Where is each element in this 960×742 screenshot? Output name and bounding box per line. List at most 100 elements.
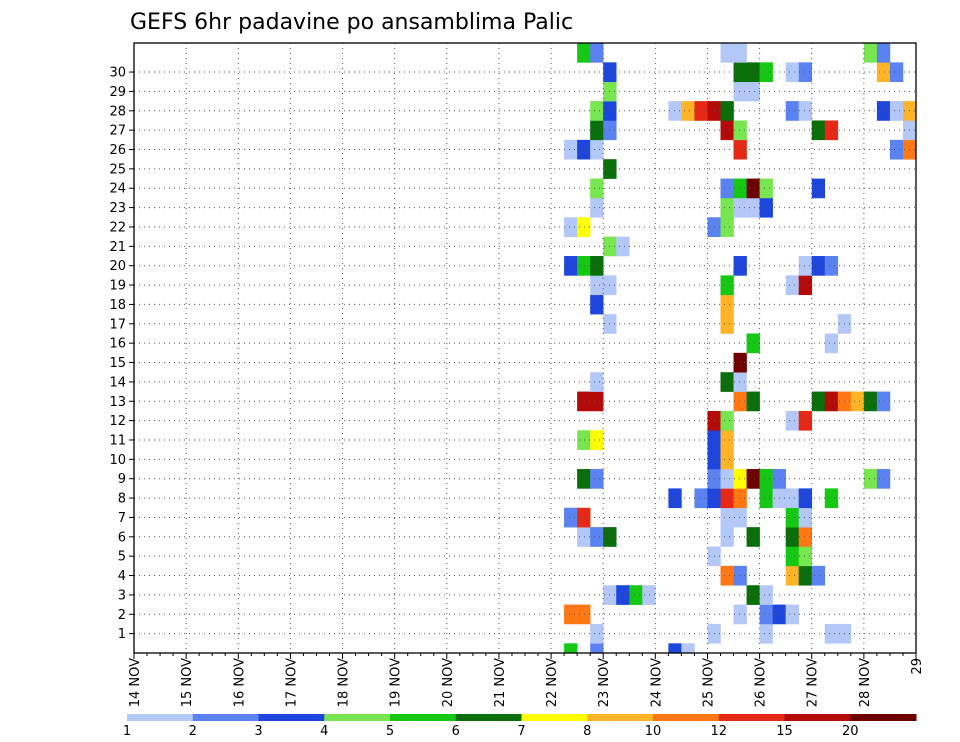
heatmap-cell <box>720 430 734 450</box>
heatmap-cell <box>590 43 604 63</box>
heatmap-cell <box>733 256 747 276</box>
heatmap-cell <box>720 217 734 237</box>
heatmap-cell <box>577 43 591 63</box>
heatmap-cell <box>564 604 578 625</box>
x-tick-label: 23 NOV <box>597 658 612 707</box>
heatmap-cell <box>733 604 747 625</box>
heatmap-cell <box>824 256 839 276</box>
y-tick-label: 21 <box>109 240 126 255</box>
x-tick-label: 18 NOV <box>337 658 352 707</box>
heatmap-cell <box>889 139 904 160</box>
heatmap-cell <box>759 604 773 625</box>
heatmap-cell <box>746 81 760 102</box>
heatmap-cell <box>720 469 734 489</box>
heatmap-cell <box>759 469 773 489</box>
heatmap-cell <box>733 469 747 489</box>
heatmap-cell <box>876 62 891 83</box>
heatmap-cell <box>876 391 891 412</box>
legend-swatch <box>784 714 851 721</box>
heatmap-cell <box>681 643 695 654</box>
y-tick-label: 3 <box>118 588 126 603</box>
heatmap-cell <box>746 391 760 412</box>
heatmap-cell <box>733 507 747 528</box>
heatmap-cell <box>759 488 773 509</box>
heatmap-cell <box>668 488 682 509</box>
heatmap-cell <box>746 585 760 605</box>
heatmap-cell <box>824 333 839 354</box>
heatmap-cell <box>720 565 734 586</box>
heatmap-cell <box>629 585 643 605</box>
heatmap-cell <box>694 101 708 121</box>
y-tick-label: 29 <box>109 85 126 100</box>
legend-swatch <box>127 714 194 721</box>
heatmap-cell <box>759 197 773 218</box>
heatmap-cell <box>798 507 813 528</box>
y-tick-label: 15 <box>109 356 126 371</box>
heatmap-cell <box>798 410 813 431</box>
y-tick-label: 6 <box>118 530 126 545</box>
heatmap-cell <box>824 623 839 644</box>
x-tick-label: 14 NOV <box>128 658 143 707</box>
legend-swatch <box>653 714 720 721</box>
y-tick-label: 26 <box>109 143 126 158</box>
heatmap-cell <box>590 120 604 141</box>
heatmap-cell <box>577 430 591 450</box>
heatmap-cell <box>577 217 591 237</box>
heatmap-cell <box>811 565 826 586</box>
heatmap-cell <box>759 623 773 644</box>
heatmap-cell <box>590 372 604 392</box>
y-tick-label: 23 <box>109 201 126 216</box>
x-tick-label: 21 NOV <box>493 658 508 707</box>
x-tick-label: 25 NOV <box>701 658 716 707</box>
heatmap-cell <box>733 178 747 199</box>
heatmap-cell <box>824 391 839 412</box>
y-tick-label: 2 <box>118 608 126 623</box>
heatmap-cell <box>720 410 734 431</box>
y-tick-label: 7 <box>118 511 126 526</box>
heatmap-cell <box>577 527 591 547</box>
heatmap-cell <box>746 527 760 547</box>
legend-swatch <box>324 714 391 721</box>
heatmap-cell <box>811 256 826 276</box>
x-tick-label: 29 <box>910 658 925 675</box>
y-tick-label: 20 <box>109 259 126 274</box>
heatmap-cell <box>733 352 747 373</box>
legend-label: 6 <box>452 724 460 739</box>
heatmap-cell <box>785 488 799 509</box>
legend-swatch <box>521 714 588 721</box>
y-tick-label: 10 <box>109 453 126 468</box>
legend-label: 20 <box>842 724 859 739</box>
heatmap-cell <box>668 101 682 121</box>
y-tick-label: 22 <box>109 220 126 235</box>
x-tick-label: 28 NOV <box>858 658 873 707</box>
heatmap-cell <box>811 120 826 141</box>
heatmap-cell <box>733 391 747 412</box>
heatmap-cell <box>577 256 591 276</box>
heatmap-cell <box>590 275 604 296</box>
y-axis-ticks: 1234567891011121314151617181920212223242… <box>109 66 134 642</box>
heatmap-cell <box>759 62 773 83</box>
heatmap-cell <box>785 546 799 567</box>
y-tick-label: 8 <box>118 492 126 507</box>
heatmap-cell <box>733 565 747 586</box>
heatmap-cell <box>642 585 656 605</box>
heatmap-cell <box>746 469 760 489</box>
heatmap-cell <box>824 488 839 509</box>
heatmap-cell <box>889 62 904 83</box>
legend-label: 3 <box>254 724 262 739</box>
x-tick-label: 19 NOV <box>389 658 404 707</box>
heatmap-cell <box>720 120 734 141</box>
heatmap-cell <box>889 101 904 121</box>
x-tick-label: 24 NOV <box>649 658 664 707</box>
heatmap-cell <box>798 256 813 276</box>
legend-swatch <box>455 714 522 721</box>
x-tick-label: 27 NOV <box>806 658 821 707</box>
heatmap-cell <box>876 469 891 489</box>
heatmap-cell <box>850 391 865 412</box>
heatmap-cell <box>590 391 604 412</box>
heatmap-cell <box>720 488 734 509</box>
legend-swatch <box>850 714 917 721</box>
y-tick-label: 5 <box>118 550 126 565</box>
heatmap-cell <box>720 527 734 547</box>
